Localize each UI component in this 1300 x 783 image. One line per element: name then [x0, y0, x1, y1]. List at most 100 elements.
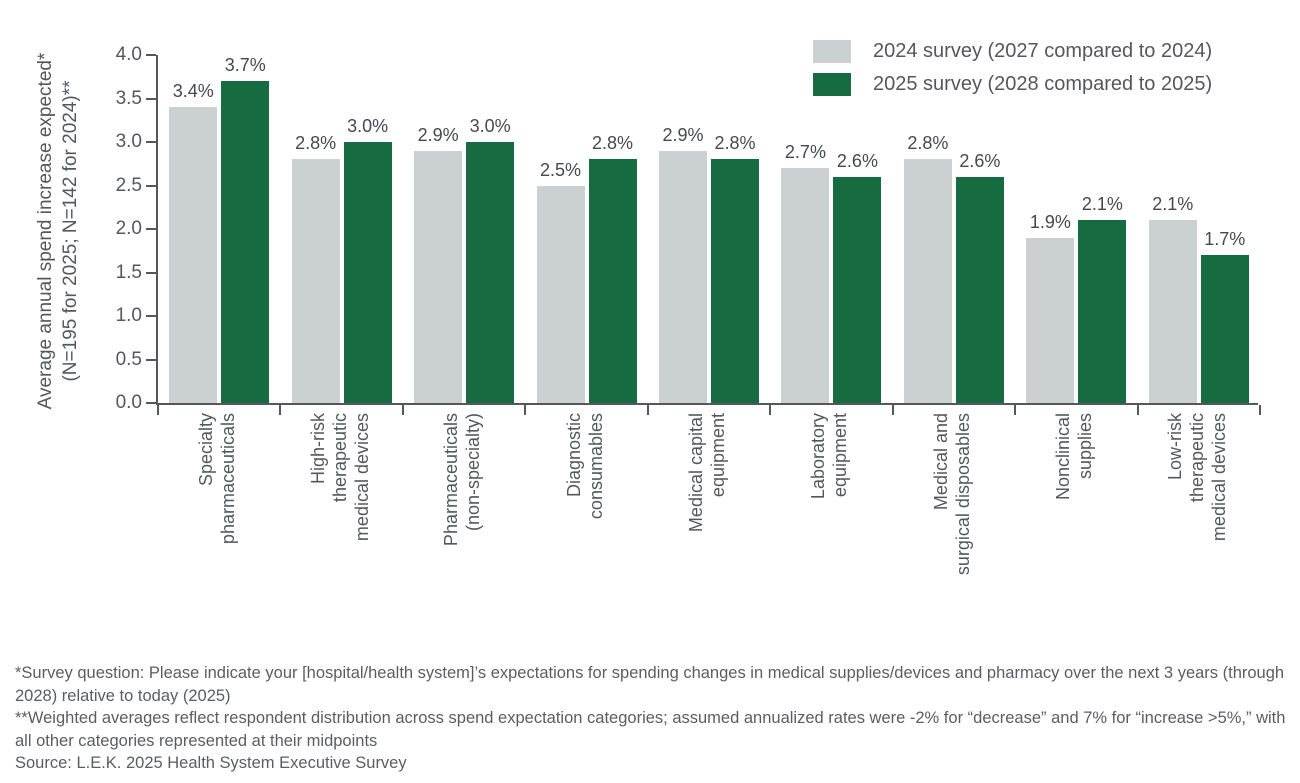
- bar-value-label: 2.8%: [295, 133, 337, 154]
- y-tick-mark: [146, 271, 156, 274]
- bar-value-label: 2.1%: [1081, 194, 1123, 215]
- x-category-label-line: consumables: [585, 413, 606, 520]
- bar-2024-survey: [781, 168, 830, 403]
- bar-2025-survey: [466, 142, 515, 403]
- legend-swatch-2024-survey: [813, 40, 851, 63]
- x-category-label-line: pharmaceuticals: [218, 413, 239, 545]
- y-tick-label: 2.0: [115, 218, 142, 239]
- x-category-label: Laboratory equipment: [796, 413, 862, 633]
- x-category-label-line: equipment: [708, 413, 728, 498]
- x-category-label-line: medical devices: [351, 413, 372, 542]
- bar-value-label: 2.1%: [1152, 194, 1194, 215]
- bar-value-label: 1.7%: [1204, 229, 1246, 250]
- bar-2024-survey: [659, 150, 707, 403]
- plot-area: 0.0 0.5 1.0 1.5 2.0 2.5 3.0 3.5 4.0 3.4% 3.7% 2.8% 3…: [116, 44, 1261, 415]
- x-category-label: High-risk therapeutic medical devices: [307, 413, 373, 633]
- y-tick-label: 0.5: [115, 348, 142, 370]
- bar-2025-survey: [1078, 220, 1127, 403]
- x-category-label-line: (non-specialty): [463, 413, 484, 532]
- x-tick-mark: [401, 405, 404, 415]
- legend-label-2024-survey: 2024 survey (2027 compared to 2024): [873, 40, 1213, 62]
- bar-2024-survey: [903, 159, 952, 403]
- bar-value-label: 2.7%: [784, 142, 826, 163]
- x-tick-mark: [646, 405, 649, 415]
- bar-2025-survey: [343, 142, 392, 403]
- bar-value-label: 1.9%: [1029, 211, 1071, 232]
- x-tick-mark: [1259, 405, 1261, 415]
- x-tick-mark: [524, 405, 527, 415]
- footnote-survey-question: *Survey question: Please indicate your […: [15, 664, 1285, 705]
- legend-swatch-2025-survey: [813, 73, 851, 96]
- bar-2025-survey: [221, 81, 270, 403]
- y-tick-mark: [146, 141, 156, 143]
- bar-value-label: 2.9%: [417, 124, 459, 145]
- y-tick-mark: [146, 228, 156, 230]
- bar-2024-survey: [536, 185, 585, 403]
- x-category-label: Pharmaceuticals (non-specialty): [429, 413, 495, 633]
- x-tick-mark: [157, 405, 159, 415]
- y-tick-label: 1.0: [115, 305, 142, 326]
- bar-2025-survey: [711, 159, 759, 403]
- y-tick-mark: [146, 358, 156, 361]
- legend: 2024 survey (2027 compared to 2024) 2025…: [813, 40, 1212, 96]
- bar-value-label: 3.0%: [469, 116, 511, 136]
- x-category-label-line: Nonclinical: [1053, 413, 1074, 501]
- y-axis-title: Average annual spend increase expected* …: [33, 0, 83, 463]
- y-tick-mark: [146, 54, 156, 56]
- x-tick-mark: [769, 405, 772, 415]
- legend-label-2025-survey: 2025 survey (2028 compared to 2025): [873, 73, 1213, 95]
- bar-2024-survey: [291, 159, 340, 403]
- x-category-label-line: Pharmaceuticals: [441, 413, 462, 547]
- bar-value-label: 3.7%: [224, 55, 266, 76]
- y-tick-label: 2.5: [115, 174, 142, 196]
- bar-value-label: 2.5%: [540, 159, 582, 180]
- y-tick-mark: [146, 97, 156, 100]
- bar-value-label: 2.8%: [592, 133, 634, 154]
- x-category-label: Medical capital equipment: [674, 413, 740, 633]
- bar-2025-survey: [955, 176, 1004, 403]
- x-category-label: Nonclinical supplies: [1041, 413, 1107, 633]
- x-category-label: Specialty pharmaceuticals: [184, 413, 250, 633]
- y-tick-label: 0.0: [115, 392, 142, 413]
- bar-value-label: 2.9%: [662, 124, 704, 145]
- x-category-label-line: Specialty: [196, 413, 217, 487]
- bar-value-label: 2.8%: [714, 133, 756, 154]
- bar-value-label: 2.6%: [836, 150, 878, 171]
- x-category-label-line: High-risk: [307, 413, 328, 485]
- x-category-label-line: supplies: [1075, 413, 1096, 480]
- bar-2024-survey: [1148, 220, 1197, 403]
- x-tick-mark: [891, 405, 894, 415]
- bar-2024-survey: [1026, 237, 1075, 403]
- legend-row-2025: 2025 survey (2028 compared to 2025): [813, 73, 1212, 96]
- x-category-label: Medical and surgical disposables: [919, 413, 985, 633]
- bar-2024-survey: [414, 150, 463, 403]
- x-category-label-line: Medical capital: [686, 413, 706, 533]
- bar-2025-survey: [1200, 255, 1249, 403]
- x-tick-mark: [279, 405, 282, 415]
- bar-value-label: 3.0%: [347, 116, 389, 136]
- y-tick-label: 3.0: [115, 131, 142, 152]
- footnotes: *Survey question: Please indicate your […: [15, 662, 1293, 775]
- x-tick-mark: [1014, 405, 1017, 415]
- y-tick-label: 4.0: [115, 44, 142, 65]
- footnote-source: Source: L.E.K. 2025 Health System Execut…: [15, 754, 407, 772]
- x-tick-mark: [1136, 405, 1139, 415]
- y-tick-label: 1.5: [115, 261, 142, 283]
- y-tick-mark: [146, 184, 156, 187]
- legend-row-2024: 2024 survey (2027 compared to 2024): [813, 40, 1212, 63]
- bar-value-label: 2.8%: [907, 133, 949, 154]
- x-category-label-line: Low-risk: [1164, 413, 1185, 481]
- x-category-label-line: Medical and: [930, 413, 951, 511]
- y-tick-mark: [146, 315, 156, 317]
- x-category-label-line: therapeutic: [329, 413, 350, 503]
- y-axis-title-line1: Average annual spend increase expected*: [35, 52, 56, 410]
- x-category-label-line: medical devices: [1208, 413, 1229, 542]
- x-category-label-line: Laboratory: [808, 413, 829, 500]
- x-category-label-line: Diagnostic: [563, 413, 584, 498]
- x-category-label-line: therapeutic: [1186, 413, 1207, 503]
- x-category-label: Diagnostic consumables: [552, 413, 618, 633]
- footnote-weighted-averages: **Weighted averages reflect respondent d…: [15, 709, 1286, 750]
- y-tick-mark: [146, 402, 156, 404]
- bar-2025-survey: [833, 176, 882, 403]
